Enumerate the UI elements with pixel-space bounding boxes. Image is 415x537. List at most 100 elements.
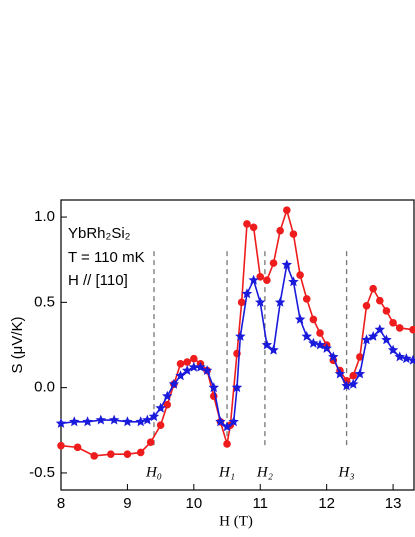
point xyxy=(208,382,219,393)
point xyxy=(175,370,186,381)
point xyxy=(276,226,284,235)
plot-frame xyxy=(60,199,415,491)
y-tick-label: -0.5 xyxy=(29,464,55,481)
marker-label: H₁ xyxy=(218,464,235,480)
point xyxy=(362,301,371,310)
point xyxy=(296,271,304,279)
point xyxy=(261,339,273,350)
point xyxy=(289,230,298,238)
point xyxy=(387,344,399,355)
point xyxy=(108,414,120,425)
point xyxy=(308,337,319,348)
point xyxy=(281,259,292,270)
point xyxy=(395,324,404,332)
point xyxy=(394,351,405,362)
point xyxy=(334,368,346,379)
point xyxy=(409,325,415,334)
point xyxy=(401,353,412,364)
point xyxy=(55,418,67,428)
point xyxy=(183,358,191,366)
point xyxy=(381,334,392,345)
point xyxy=(176,359,185,368)
point xyxy=(182,365,193,375)
point xyxy=(356,353,364,361)
point xyxy=(328,351,339,362)
point xyxy=(136,448,145,457)
point xyxy=(231,382,243,393)
x-tick-label: 9 xyxy=(123,495,131,512)
point xyxy=(146,438,155,447)
point xyxy=(82,416,93,427)
point xyxy=(168,378,180,389)
point xyxy=(241,288,253,299)
annotation: H // [110] xyxy=(68,272,128,289)
point xyxy=(321,342,332,353)
y-tick-label: 0.0 xyxy=(34,379,55,396)
marker-label: H₃ xyxy=(338,464,355,480)
annotation: T = 110 mK xyxy=(68,249,145,266)
point xyxy=(341,380,352,391)
point xyxy=(248,274,259,285)
marker-label: H₀ xyxy=(145,464,162,480)
x-tick-label: 12 xyxy=(318,495,335,512)
annotation: YbRh₂Si₂ xyxy=(68,225,131,242)
point xyxy=(389,319,397,327)
point xyxy=(122,416,133,427)
point xyxy=(349,371,358,380)
point xyxy=(201,365,213,375)
series-line xyxy=(60,207,414,457)
point xyxy=(354,368,366,379)
point xyxy=(107,450,115,458)
x-tick-label: 8 xyxy=(57,495,65,512)
point xyxy=(223,440,231,448)
point xyxy=(302,295,311,303)
point xyxy=(95,414,107,425)
point xyxy=(148,411,160,422)
point xyxy=(188,361,200,372)
x-tick-label: 11 xyxy=(252,495,268,512)
point xyxy=(382,307,391,315)
point xyxy=(69,416,80,427)
point xyxy=(283,206,291,215)
point xyxy=(215,416,226,427)
point xyxy=(237,298,246,307)
y-tick-label: 0.5 xyxy=(34,293,55,310)
point xyxy=(255,296,266,307)
point xyxy=(361,334,372,345)
point xyxy=(90,452,99,460)
point xyxy=(269,259,278,267)
point xyxy=(235,331,246,341)
point xyxy=(301,331,312,341)
point xyxy=(369,284,377,293)
point xyxy=(221,421,233,432)
point xyxy=(309,315,318,324)
x-tick-label: 10 xyxy=(185,495,202,512)
point xyxy=(57,441,65,450)
point xyxy=(162,390,173,401)
point xyxy=(243,220,251,228)
x-tick-label: 13 xyxy=(385,495,402,512)
point xyxy=(249,223,258,232)
point xyxy=(123,450,132,458)
point xyxy=(268,344,279,355)
point xyxy=(228,416,239,427)
point xyxy=(316,329,324,337)
point xyxy=(142,414,153,425)
y-axis-label: S (μV/K) xyxy=(9,317,26,374)
point xyxy=(375,296,384,305)
point xyxy=(288,276,299,287)
x-axis-label: H (T) xyxy=(219,513,253,529)
point xyxy=(156,421,165,429)
point xyxy=(294,313,306,324)
point xyxy=(367,331,379,341)
point xyxy=(407,354,415,365)
point xyxy=(190,354,198,363)
point xyxy=(263,276,271,284)
point xyxy=(274,296,286,307)
marker-label: H₂ xyxy=(256,464,273,480)
point xyxy=(374,324,385,335)
y-tick-label: 1.0 xyxy=(34,208,55,225)
point xyxy=(155,402,166,413)
point xyxy=(73,443,82,452)
